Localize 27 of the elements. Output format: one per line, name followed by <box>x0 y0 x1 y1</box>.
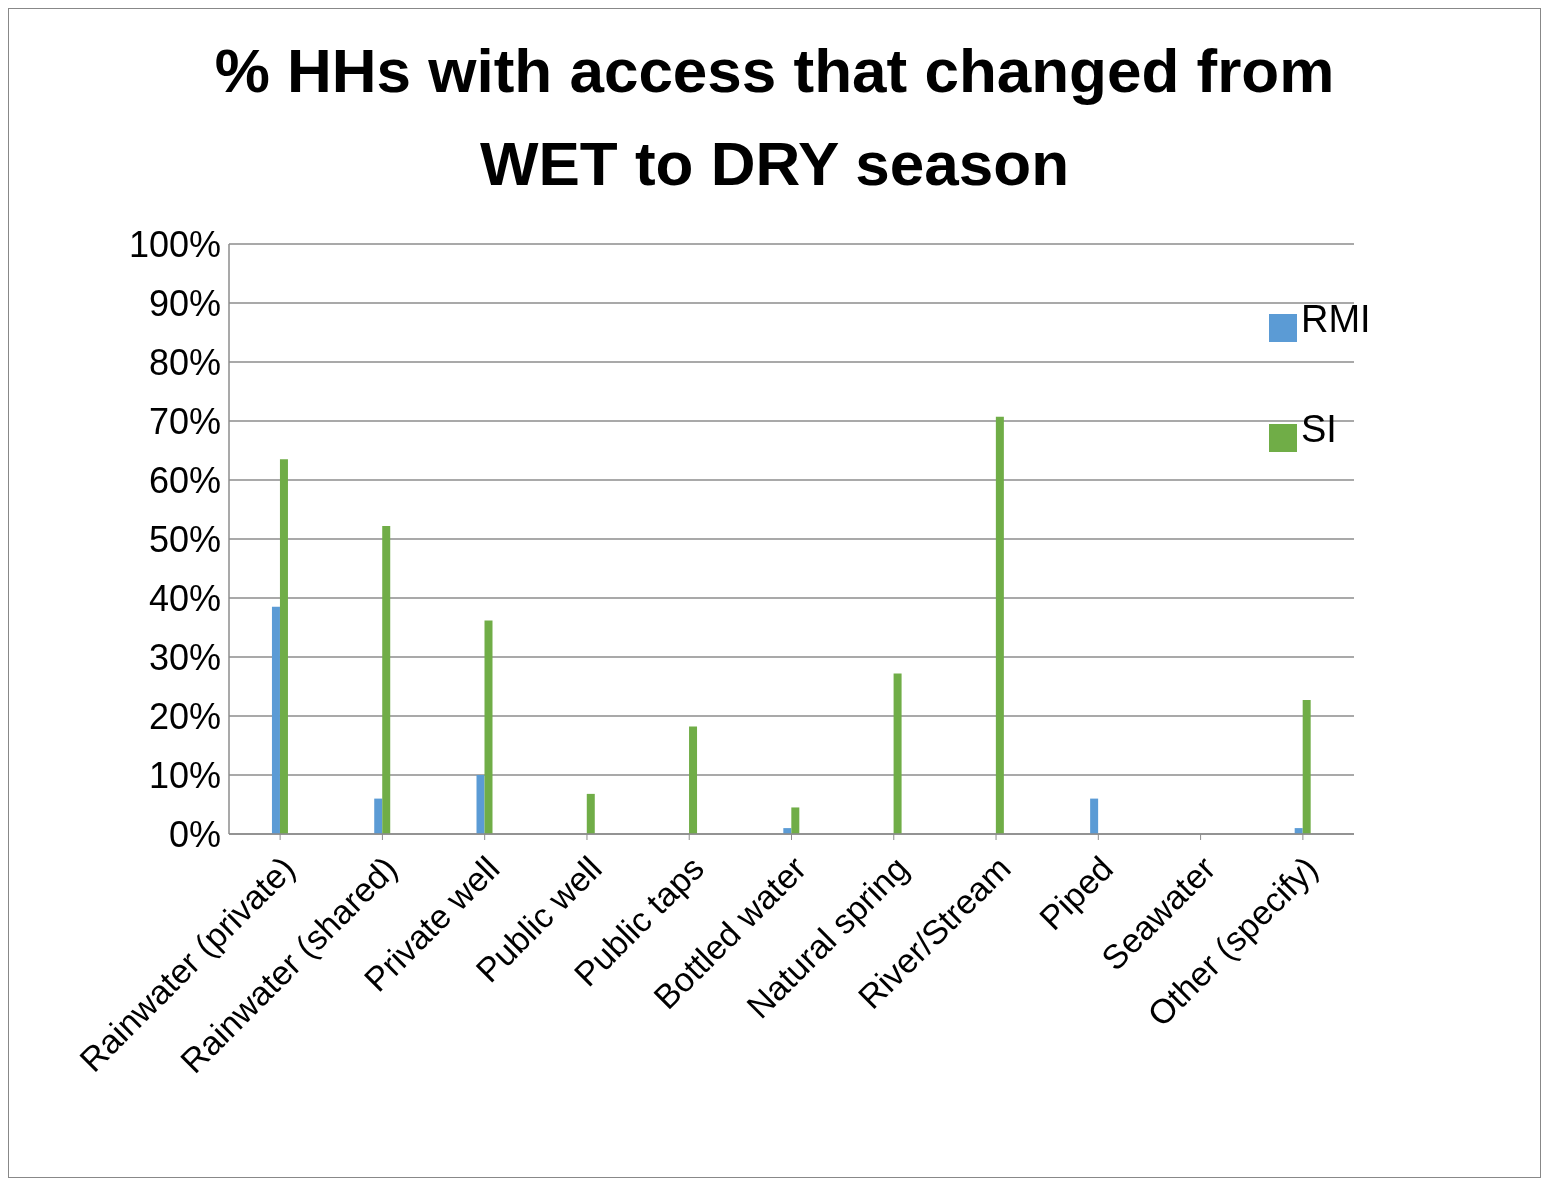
y-tick-label: 20% <box>148 695 221 737</box>
bar <box>689 726 698 834</box>
bar <box>382 526 391 834</box>
y-tick-label: 50% <box>148 518 221 560</box>
bar <box>893 673 902 834</box>
bar <box>791 807 800 834</box>
y-tick-label: 30% <box>148 636 221 678</box>
bar <box>374 798 383 834</box>
chart-title: % HHs with access that changed from WET to DRY season <box>213 34 1336 200</box>
bar <box>271 606 280 834</box>
bar <box>586 793 595 834</box>
y-tick-label: 90% <box>148 282 221 324</box>
y-tick-label: 100% <box>128 223 221 265</box>
bar <box>476 775 485 834</box>
y-tick-label: 70% <box>148 400 221 442</box>
bar <box>1090 798 1099 834</box>
bar <box>995 416 1004 834</box>
y-tick-label: 80% <box>148 341 221 383</box>
bar <box>484 620 493 834</box>
bar <box>279 459 288 834</box>
legend-label: RMI <box>1301 298 1371 340</box>
y-tick-label: 60% <box>148 459 221 501</box>
bar <box>1302 700 1311 834</box>
y-tick-label: 0% <box>168 813 221 855</box>
legend-label: SI <box>1301 408 1337 450</box>
y-tick-label: 40% <box>148 577 221 619</box>
y-tick-label: 10% <box>148 754 221 796</box>
